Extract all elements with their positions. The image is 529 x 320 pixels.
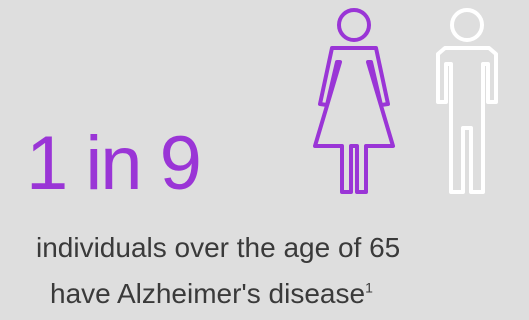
man-figure-icon — [436, 8, 498, 194]
caption-text-1: individuals over the age of 65 — [36, 232, 401, 263]
caption-line-1: individuals over the age of 65 — [36, 231, 400, 265]
footnote-marker: 1 — [365, 279, 373, 296]
caption-text-2: have Alzheimer's disease — [50, 278, 366, 309]
statistic-headline: 1 in 9 — [26, 121, 202, 206]
caption-line-2: have Alzheimer's disease1 — [50, 277, 373, 311]
figures-illustration — [313, 8, 498, 194]
woman-figure-icon — [313, 8, 395, 194]
